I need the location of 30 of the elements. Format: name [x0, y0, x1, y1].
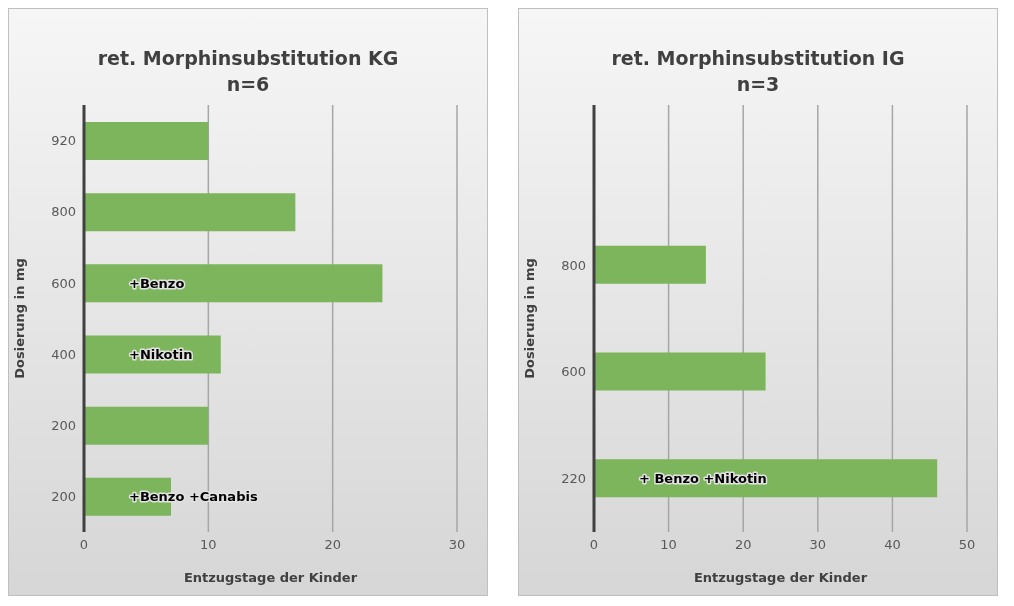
y-axis-title: Dosierung in mg — [11, 258, 27, 379]
x-tick-label: 50 — [958, 537, 976, 553]
x-tick-label: 0 — [79, 537, 89, 553]
chart-subtitle: n=3 — [735, 72, 781, 97]
chart-title: ret. Morphinsubstitution KG — [96, 46, 400, 71]
y-tick-label: 920 — [51, 133, 76, 149]
y-tick-label: 600 — [51, 275, 76, 291]
x-tick-label: 10 — [660, 537, 677, 553]
data-label: +Nikotin — [129, 347, 193, 362]
x-tick-label: 0 — [589, 537, 599, 553]
y-tick-label: 200 — [51, 417, 76, 433]
y-tick-label: 220 — [561, 471, 586, 487]
x-tick-label: 20 — [324, 537, 341, 553]
y-tick-label: 600 — [561, 364, 586, 380]
y-tick-label: 200 — [51, 489, 76, 505]
x-tick-label: 10 — [200, 537, 217, 553]
y-tick-label: 400 — [51, 346, 76, 362]
chart-title: ret. Morphinsubstitution IG — [610, 46, 906, 71]
y-tick-label: 800 — [51, 204, 76, 220]
x-tick-label: 20 — [734, 537, 752, 553]
x-axis-title: Entzugstage der Kinder — [693, 570, 868, 585]
data-label: +Benzo — [129, 275, 185, 291]
data-label: + Benzo +Nikotin — [639, 470, 767, 486]
x-tick-label: 30 — [809, 537, 827, 553]
x-tick-label: 30 — [448, 537, 466, 553]
x-tick-label: 40 — [884, 537, 901, 553]
chart-subtitle: n=6 — [225, 72, 271, 97]
y-axis-title: Dosierung in mg — [521, 258, 537, 379]
y-tick-label: 800 — [561, 257, 586, 273]
x-axis-title: Entzugstage der Kinder — [183, 570, 358, 585]
